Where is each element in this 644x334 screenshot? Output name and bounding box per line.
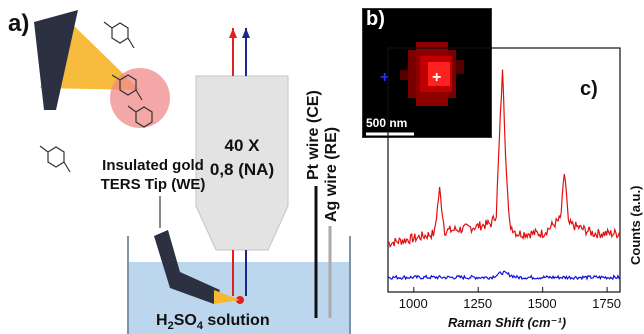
objective-lens (195, 75, 289, 251)
tip-body-lower (154, 230, 220, 304)
white-marker: + (432, 69, 441, 86)
spectrum-line-1 (387, 69, 621, 249)
tip-label: Insulated gold TERS Tip (WE) (58, 156, 248, 194)
panel-c-label: c) (580, 78, 598, 100)
panel-a-label: a) (8, 10, 30, 37)
solution-sub1: 2 (167, 320, 174, 333)
tip-label-line1: Insulated gold (102, 157, 204, 174)
light-cone-lower (214, 290, 240, 304)
blue-marker: + (380, 69, 389, 86)
spectrum-line-2 (387, 270, 621, 281)
objective-na: 0,8 (NA) (209, 160, 275, 179)
objective-magnification: 40 X (224, 136, 260, 155)
solution-label: H2SO4 solution (156, 312, 270, 332)
plot-frame (387, 47, 621, 293)
tip-label-line2: TERS Tip (WE) (100, 176, 206, 193)
solution-sub2: 4 (196, 320, 203, 333)
x-tick-label: 1500 (527, 296, 557, 311)
tip-body-upper (34, 10, 78, 110)
solution-mid: SO (173, 312, 197, 329)
objective-label: 40 X 0,8 (NA) (196, 134, 288, 182)
x-tick-label: 1250 (463, 296, 493, 311)
x-axis-title: Raman Shift (cm⁻¹) (448, 315, 567, 330)
solution-prefix: H (156, 312, 168, 329)
y-axis-title: Counts (a.u.) (628, 185, 643, 265)
blue-beam-arrow (242, 28, 250, 38)
x-tick-label: 1000 (398, 296, 428, 311)
red-beam-arrow (229, 28, 237, 38)
molecule-icon (39, 21, 153, 173)
series-group (387, 69, 621, 292)
hotspot-circle (110, 68, 170, 128)
panel-b-label: b) (366, 8, 385, 30)
solution-suffix: solution (202, 312, 270, 329)
x-tick-label: 1750 (592, 296, 622, 311)
map-hotspot (400, 42, 464, 106)
scale-bar-label: 500 nm (366, 116, 408, 130)
